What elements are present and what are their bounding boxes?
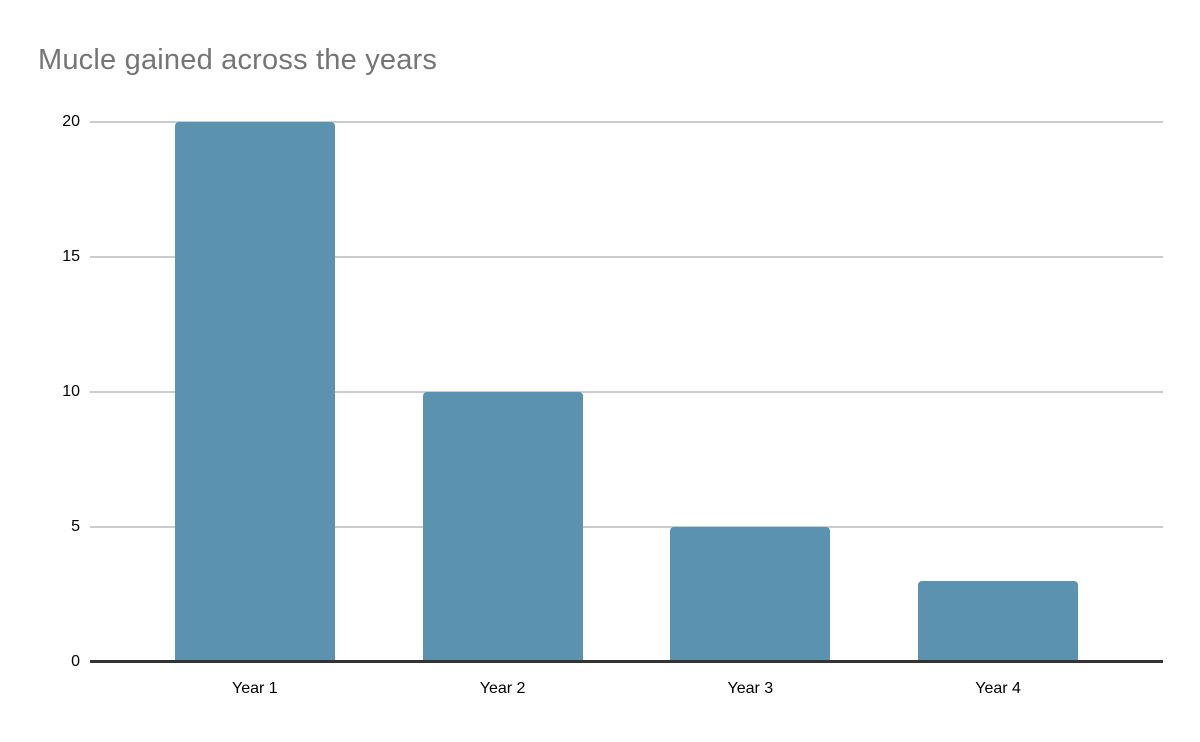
y-gridline: [90, 256, 1163, 258]
y-axis-tick-label: 15: [62, 248, 80, 265]
bar-year-2[interactable]: [422, 392, 583, 662]
y-axis-tick-label: 0: [71, 653, 80, 670]
y-gridline: [90, 526, 1163, 528]
x-axis-category-label: Year 1: [232, 680, 278, 697]
bar-year-1[interactable]: [174, 122, 335, 662]
x-axis-category-label: Year 3: [727, 680, 774, 697]
y-gridline: [90, 121, 1163, 123]
y-axis-tick-label: 10: [62, 383, 80, 400]
x-axis-line: [90, 660, 1163, 663]
x-axis-category-label: Year 4: [975, 680, 1021, 697]
x-axis-category-label: Year 2: [479, 680, 526, 697]
y-gridline: [90, 391, 1163, 393]
bar-year-3[interactable]: [670, 527, 831, 662]
y-axis-tick-label: 20: [62, 113, 80, 130]
y-axis-tick-label: 5: [71, 518, 80, 535]
chart-title: Mucle gained across the years: [38, 44, 438, 76]
bar-year-4[interactable]: [918, 581, 1079, 662]
